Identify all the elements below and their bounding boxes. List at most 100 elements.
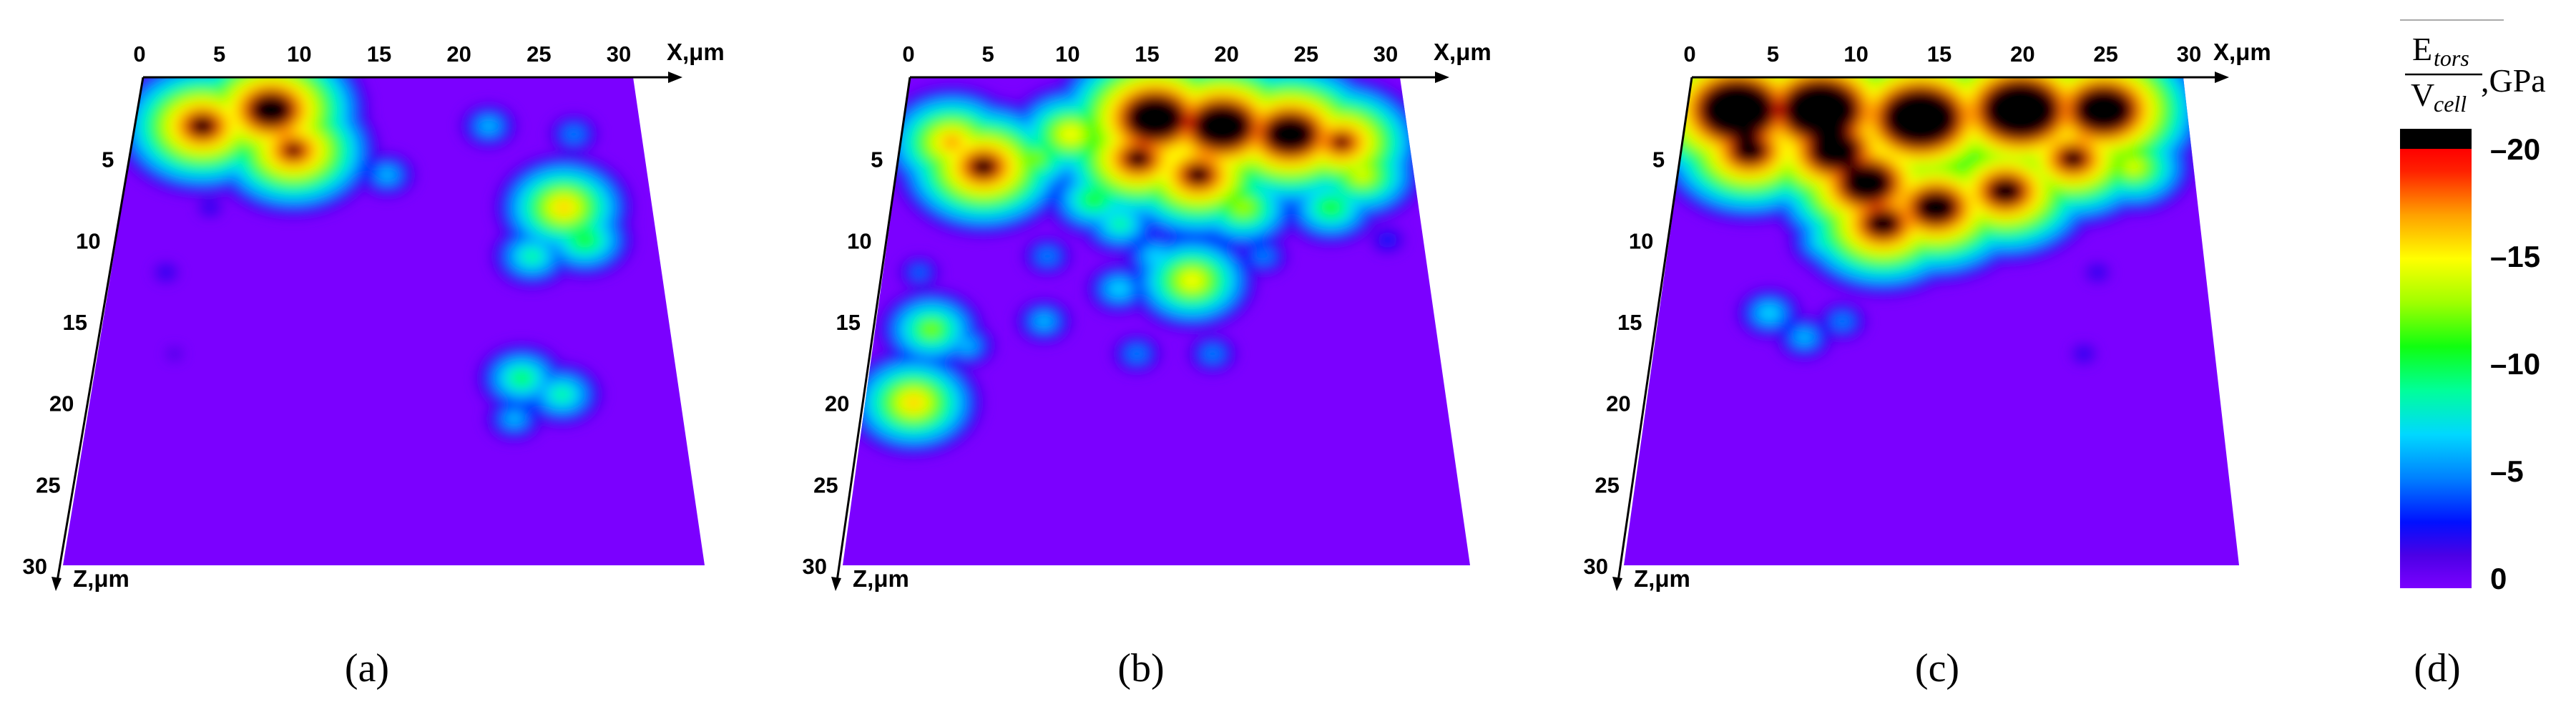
heatmap-spot-level [1335, 137, 1348, 147]
z-axis: 5 10 15 20 25 30 Z,μm [23, 77, 145, 592]
heatmap-spot-level [574, 232, 596, 248]
heatmap-spot-level [1786, 82, 1856, 137]
z-tick-label: 25 [813, 472, 838, 497]
x-axis: 0 5 10 15 20 25 30 X,μm [133, 39, 725, 83]
colorbar-title-numerator: E [2412, 31, 2432, 67]
heatmap-spot-level [551, 386, 572, 403]
z-tick-label: 5 [1652, 147, 1665, 172]
colorbar-tick-label: –15 [2490, 240, 2540, 273]
heatmap-spot-level [160, 268, 172, 278]
z-tick-label: 15 [836, 310, 861, 335]
heatmap-spot-level [1320, 199, 1341, 216]
heatmap-spot-level [2127, 162, 2140, 172]
heatmap-spot-level [1128, 97, 1182, 139]
heatmap-panel-3: 0 5 10 15 20 25 30 X,μm 5 10 15 20 25 30 Z,μm (c) [1584, 39, 2271, 691]
z-axis-line [1617, 77, 1693, 582]
heatmap-spot-level [913, 268, 926, 278]
z-tick-label: 25 [1595, 472, 1619, 497]
x-axis-title: X,μm [2213, 39, 2271, 65]
x-axis: 0 5 10 15 20 25 30 X,μm [902, 39, 1492, 83]
heatmap-spot-level [1991, 180, 2020, 203]
z-axis-line [56, 77, 145, 582]
z-axis: 5 10 15 20 25 30 Z,μm [1584, 77, 1693, 592]
heatmap-spot-level [521, 248, 543, 265]
heatmap-spot-level [1126, 346, 1147, 362]
heatmap-spot-level [192, 117, 213, 135]
z-tick-label: 20 [49, 391, 74, 416]
heatmap-spot-level [1735, 139, 1765, 162]
x-tick-label: 15 [1927, 42, 1951, 67]
heatmap-spot-level [1060, 126, 1082, 142]
colorbar-title-denominator: V [2411, 77, 2434, 113]
x-tick-label: 25 [2093, 42, 2117, 67]
heatmap-spot-level [1029, 153, 1042, 164]
heatmap-spot-level [1356, 170, 1369, 180]
heatmap-spot-level [1108, 281, 1130, 297]
heatmap-spot-level [907, 397, 920, 408]
x-tick-label: 25 [1294, 42, 1318, 67]
x-tick-label: 15 [1135, 42, 1159, 67]
panel-label: (c) [1915, 646, 1959, 691]
x-axis-arrow-icon [2215, 72, 2229, 83]
z-axis-title: Z,μm [1634, 565, 1690, 592]
colorbar-tick-label: –20 [2490, 132, 2540, 166]
x-tick-label: 5 [982, 42, 994, 67]
x-tick-label: 10 [1055, 42, 1079, 67]
x-axis: 0 5 10 15 20 25 30 X,μm [1683, 39, 2271, 83]
z-tick-label: 30 [23, 554, 47, 579]
z-tick-label: 5 [871, 147, 883, 172]
heatmap-spot-level [1181, 272, 1203, 289]
heatmap-spot-level [1758, 305, 1780, 321]
x-axis-title: X,μm [1434, 39, 1492, 65]
z-tick-label: 30 [1584, 554, 1608, 579]
colorbar-tick-label: 0 [2490, 562, 2507, 595]
z-axis-title: Z,μm [853, 565, 909, 592]
heatmap-spot-level [482, 121, 495, 131]
colorbar-title-unit: ,GPa [2481, 62, 2546, 99]
heatmap-spot-level [1083, 191, 1105, 208]
z-axis-arrow-icon [1612, 577, 1622, 591]
heatmap-panel-1: 0 5 10 15 20 25 30 X,μm 5 10 15 20 25 30 Z,μm (a) [23, 39, 725, 691]
heatmap-spot-level [563, 126, 584, 142]
x-axis-arrow-icon [1435, 72, 1449, 83]
heatmap-spot-level [1917, 192, 1955, 222]
heatmap-spot-level [941, 134, 963, 151]
heatmap-spot-level [508, 414, 521, 424]
heatmap-spot-level [166, 347, 183, 361]
z-axis-arrow-icon [831, 577, 841, 591]
z-tick-label: 25 [36, 472, 60, 497]
x-tick-label: 10 [287, 42, 311, 67]
colorbar-over-range [2400, 129, 2472, 149]
heatmap-spot-level [925, 324, 938, 335]
heatmap-spot-level [515, 373, 528, 384]
x-tick-label: 30 [2177, 42, 2201, 67]
heatmap-spot-level [2062, 150, 2084, 167]
heatmap-panel-2: 0 5 10 15 20 25 30 X,μm 5 10 15 20 25 30 Z,μm (b) [803, 39, 1492, 691]
z-tick-label: 10 [1629, 228, 1653, 253]
x-tick-label: 30 [607, 42, 631, 67]
heatmap-spot-level [1702, 82, 1773, 137]
heatmap-spot-level [253, 95, 290, 125]
x-tick-label: 0 [902, 42, 914, 67]
z-tick-label: 10 [76, 228, 100, 253]
heatmap-spot-level [1195, 105, 1249, 147]
heatmap-spot-level [287, 145, 300, 156]
z-tick-label: 20 [825, 391, 849, 416]
colorbar-title-denominator-sub: cell [2434, 91, 2467, 117]
heatmap-spot-level [1037, 316, 1051, 326]
heatmap-spot-level [1267, 117, 1313, 152]
heatmap-spot-level [1037, 248, 1058, 265]
heatmap-spot-level [1233, 199, 1254, 216]
x-axis-title: X,μm [667, 39, 725, 65]
heatmap-spot-level [557, 203, 570, 213]
heatmap-spot-level [1798, 332, 1811, 343]
heatmap-spot-level [1868, 212, 1898, 235]
z-tick-label: 5 [102, 147, 114, 172]
x-tick-label: 20 [446, 42, 471, 67]
colorbar-gradient [2400, 149, 2472, 588]
heatmap-spot-level [1187, 167, 1209, 183]
heatmap-spot-level [1377, 232, 1399, 248]
x-tick-label: 20 [2010, 42, 2034, 67]
x-tick-label: 10 [1843, 42, 1868, 67]
